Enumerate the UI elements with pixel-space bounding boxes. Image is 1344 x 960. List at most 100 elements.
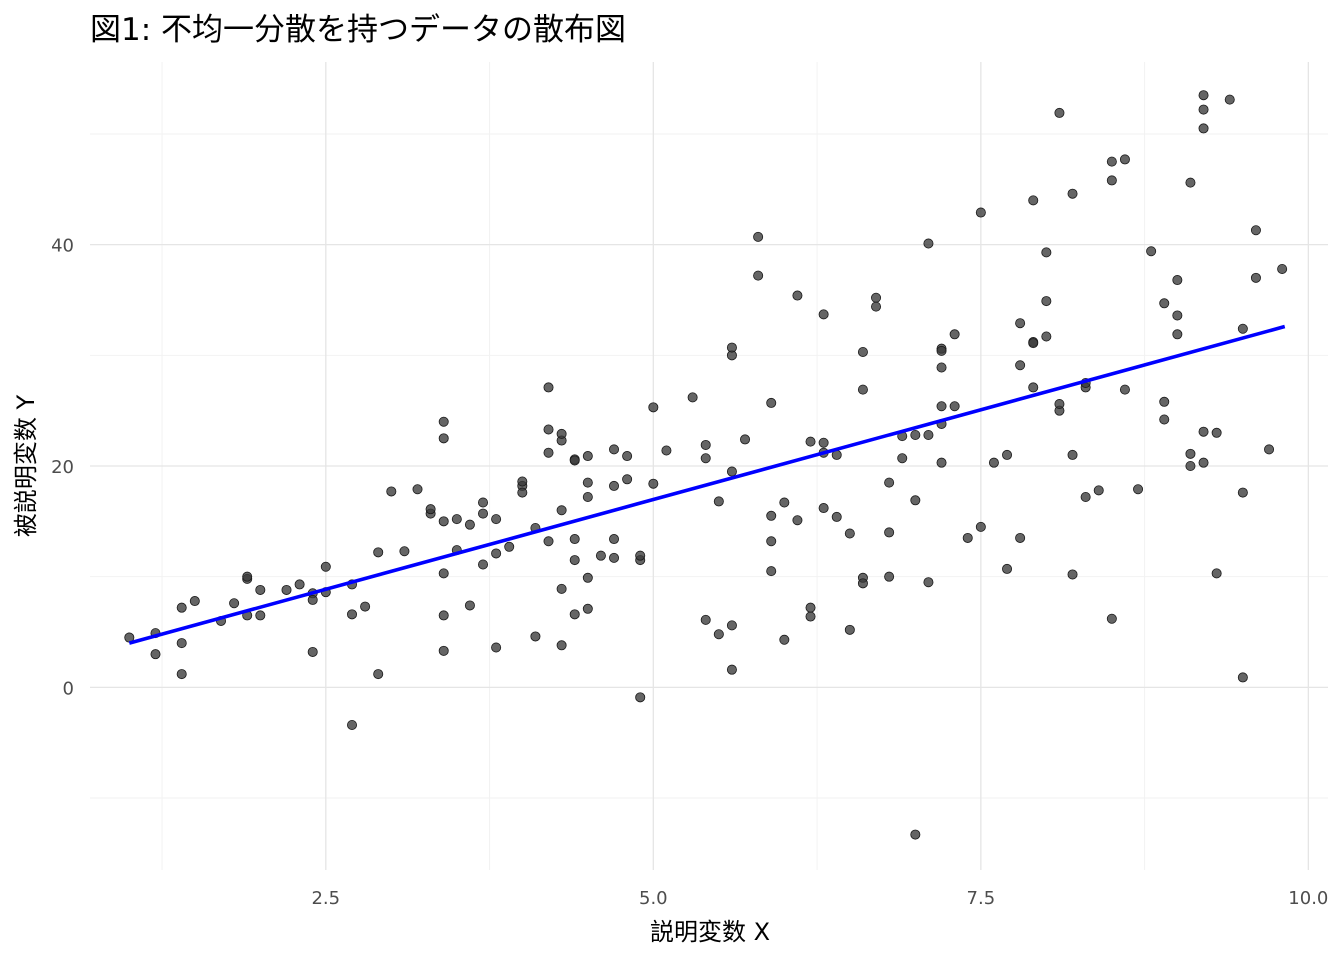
- data-point: [779, 634, 790, 645]
- data-point: [1211, 568, 1222, 579]
- data-point: [635, 550, 646, 561]
- data-point: [766, 397, 777, 408]
- data-point: [451, 514, 462, 525]
- data-point: [347, 720, 358, 731]
- data-point: [753, 231, 764, 242]
- data-point: [726, 620, 737, 631]
- data-point: [609, 534, 620, 545]
- data-point: [1264, 444, 1275, 455]
- x-tick-label: 5.0: [639, 888, 668, 909]
- data-point: [1054, 399, 1065, 410]
- regression-line-layer: [128, 324, 1286, 645]
- data-point: [622, 474, 633, 485]
- data-point: [962, 532, 973, 543]
- data-point: [294, 579, 305, 590]
- data-point: [360, 601, 371, 612]
- data-point: [1198, 457, 1209, 468]
- data-point: [1080, 491, 1091, 502]
- data-point: [910, 430, 921, 441]
- data-point: [176, 669, 187, 680]
- data-point: [792, 290, 803, 301]
- data-point: [530, 631, 541, 642]
- data-point: [871, 301, 882, 312]
- data-point: [1185, 460, 1196, 471]
- data-point: [975, 521, 986, 532]
- data-point: [491, 642, 502, 653]
- data-point: [923, 238, 934, 249]
- data-point: [648, 402, 659, 413]
- data-point: [307, 594, 318, 605]
- data-point: [766, 566, 777, 577]
- data-point: [805, 602, 816, 613]
- data-point: [1119, 384, 1130, 395]
- data-point: [740, 434, 751, 445]
- data-point: [464, 600, 475, 611]
- x-tick-label: 2.5: [311, 888, 340, 909]
- regression-line: [128, 324, 1286, 645]
- data-point: [857, 346, 868, 357]
- data-point: [661, 445, 672, 456]
- data-point: [897, 453, 908, 464]
- data-point: [595, 550, 606, 561]
- data-point: [936, 345, 947, 356]
- data-point: [949, 401, 960, 412]
- data-point: [609, 480, 620, 491]
- data-point: [543, 382, 554, 393]
- data-point: [1002, 449, 1013, 460]
- data-point: [753, 270, 764, 281]
- data-point: [504, 541, 515, 552]
- data-point: [556, 640, 567, 651]
- data-point: [320, 561, 331, 572]
- data-point: [1041, 296, 1052, 307]
- data-point: [438, 645, 449, 656]
- data-point: [818, 309, 829, 320]
- data-point: [1237, 323, 1248, 334]
- data-point: [871, 292, 882, 303]
- data-point: [1198, 123, 1209, 134]
- data-point: [438, 568, 449, 579]
- data-point: [1198, 90, 1209, 101]
- data-point: [229, 598, 240, 609]
- data-point: [1237, 672, 1248, 683]
- major-gridlines: [90, 62, 1328, 870]
- data-point: [438, 416, 449, 427]
- data-point: [936, 457, 947, 468]
- data-point: [1106, 156, 1117, 167]
- data-point: [1067, 188, 1078, 199]
- x-tick-label: 10.0: [1288, 888, 1328, 909]
- data-points: [124, 90, 1288, 840]
- data-point: [975, 207, 986, 218]
- data-point: [1106, 175, 1117, 186]
- data-point: [1185, 177, 1196, 188]
- data-point: [150, 649, 161, 660]
- data-point: [1198, 426, 1209, 437]
- y-tick-label: 40: [51, 236, 74, 257]
- data-point: [1224, 94, 1235, 105]
- data-point: [805, 436, 816, 447]
- data-point: [844, 528, 855, 539]
- data-point: [255, 610, 266, 621]
- data-point: [609, 444, 620, 455]
- data-point: [464, 519, 475, 530]
- data-point: [242, 571, 253, 582]
- data-point: [1133, 484, 1144, 495]
- data-point: [1041, 247, 1052, 258]
- data-point: [700, 439, 711, 450]
- data-point: [1172, 329, 1183, 340]
- data-point: [1237, 487, 1248, 498]
- data-point: [1093, 485, 1104, 496]
- y-tick-label: 20: [51, 457, 74, 478]
- data-point: [936, 401, 947, 412]
- data-point: [438, 516, 449, 527]
- data-point: [255, 584, 266, 595]
- y-tick-label: 0: [63, 678, 74, 699]
- data-point: [582, 572, 593, 583]
- data-point: [910, 829, 921, 840]
- data-point: [556, 505, 567, 516]
- data-point: [543, 536, 554, 547]
- data-point: [1041, 331, 1052, 342]
- data-point: [1159, 298, 1170, 309]
- data-point: [1106, 613, 1117, 624]
- data-point: [805, 611, 816, 622]
